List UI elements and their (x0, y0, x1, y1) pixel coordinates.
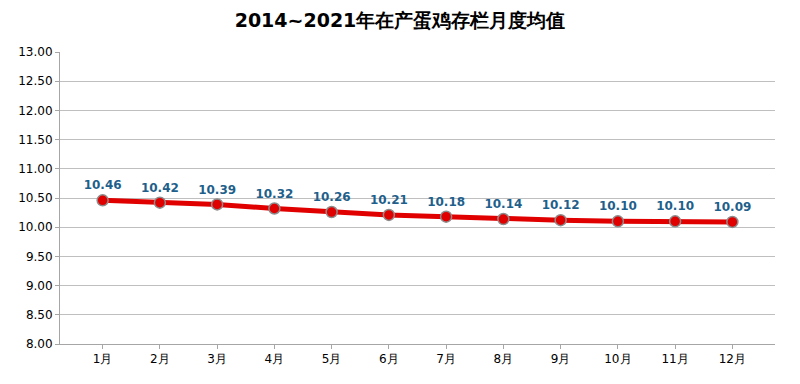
svg-text:8.00: 8.00 (26, 337, 53, 351)
svg-text:10.10: 10.10 (656, 199, 694, 213)
svg-text:10.39: 10.39 (198, 183, 236, 197)
svg-text:10月: 10月 (604, 352, 631, 366)
svg-text:5月: 5月 (322, 352, 342, 366)
svg-text:10.26: 10.26 (313, 190, 351, 204)
svg-text:2月: 2月 (150, 352, 170, 366)
svg-text:10.00: 10.00 (18, 220, 52, 234)
svg-text:8.50: 8.50 (26, 308, 53, 322)
svg-text:10.09: 10.09 (713, 200, 751, 214)
svg-text:8月: 8月 (494, 352, 514, 366)
svg-text:7月: 7月 (436, 352, 456, 366)
svg-text:9月: 9月 (551, 352, 571, 366)
svg-text:10.46: 10.46 (84, 178, 122, 192)
svg-text:10.50: 10.50 (18, 191, 52, 205)
svg-text:10.42: 10.42 (141, 181, 179, 195)
svg-text:12月: 12月 (719, 352, 746, 366)
svg-text:10.32: 10.32 (255, 187, 293, 201)
svg-text:9.50: 9.50 (26, 250, 53, 264)
svg-text:10.12: 10.12 (542, 198, 580, 212)
svg-text:1月: 1月 (93, 352, 113, 366)
svg-text:12.00: 12.00 (18, 104, 52, 118)
svg-text:11.50: 11.50 (18, 133, 52, 147)
svg-text:12.50: 12.50 (18, 74, 52, 88)
svg-text:10.18: 10.18 (427, 195, 465, 209)
svg-text:6月: 6月 (379, 352, 399, 366)
svg-text:4月: 4月 (265, 352, 285, 366)
svg-text:13.00: 13.00 (18, 45, 52, 59)
svg-text:3月: 3月 (207, 352, 227, 366)
svg-text:11.00: 11.00 (18, 162, 52, 176)
svg-text:9.00: 9.00 (26, 279, 53, 293)
svg-text:2014~2021年在产蛋鸡存栏月度均值: 2014~2021年在产蛋鸡存栏月度均值 (235, 9, 566, 31)
svg-text:11月: 11月 (661, 352, 688, 366)
svg-text:10.10: 10.10 (599, 199, 637, 213)
svg-text:10.21: 10.21 (370, 193, 408, 207)
svg-text:10.14: 10.14 (484, 197, 522, 211)
